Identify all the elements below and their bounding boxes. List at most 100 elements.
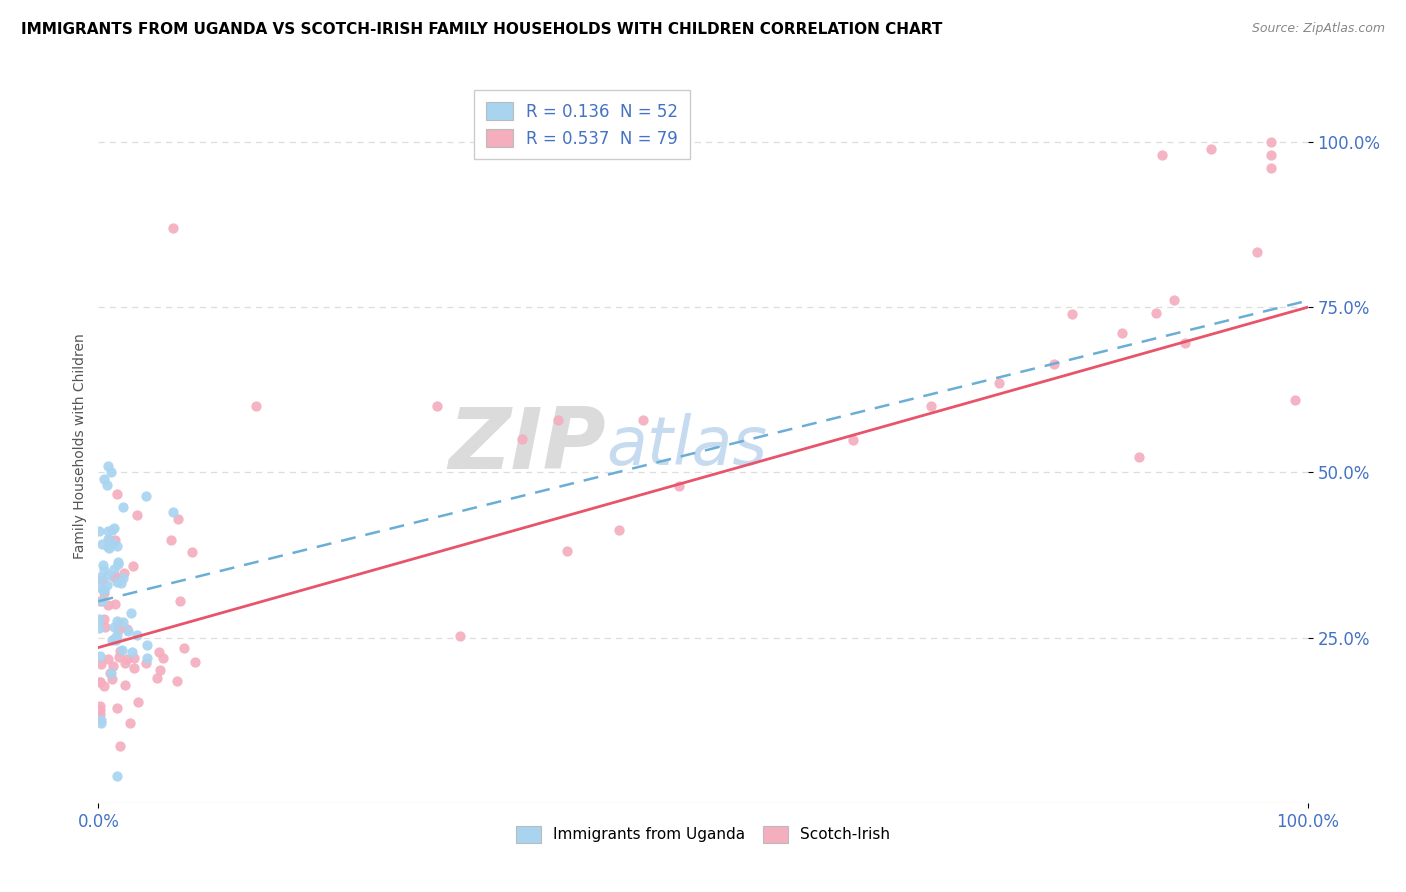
Point [87,621,110,635]
Point [103,562,125,576]
Point [96,478,118,492]
Point [1060,307,1083,321]
Point [1284,393,1306,408]
Point [125,508,148,523]
Point [101,658,124,673]
Legend: Immigrants from Uganda, Scotch-Irish: Immigrants from Uganda, Scotch-Irish [510,820,896,848]
Point [89,570,111,584]
Point [110,576,132,591]
Point [555,544,578,558]
Point [91,537,114,551]
Point [105,575,128,590]
Point [841,434,863,448]
Point [114,678,136,692]
Point [162,505,184,519]
Y-axis label: Family Households with Children: Family Households with Children [73,333,87,559]
Point [107,539,129,553]
Point [97,533,120,547]
Point [120,606,142,620]
Point [87,524,110,538]
Point [920,399,942,413]
Point [1163,293,1185,308]
Point [169,594,191,608]
Point [93,582,115,597]
Point [89,612,111,626]
Point [107,649,129,664]
Point [1043,357,1066,371]
Point [107,615,129,630]
Point [93,563,115,577]
Point [105,487,128,501]
Point [1246,244,1268,259]
Point [107,558,129,572]
Point [107,623,129,637]
Point [89,706,111,721]
Point [547,412,569,426]
Point [121,645,143,659]
Point [111,643,134,657]
Point [97,652,120,666]
Point [97,524,120,538]
Point [135,489,157,503]
Point [103,535,125,549]
Point [103,521,125,535]
Point [1111,326,1133,340]
Point [668,478,690,492]
Point [1199,142,1222,156]
Point [135,651,157,665]
Point [110,739,132,753]
Point [93,582,115,597]
Point [97,567,120,582]
Point [107,555,129,569]
Text: Source: ZipAtlas.com: Source: ZipAtlas.com [1251,22,1385,36]
Point [108,643,131,657]
Point [89,674,111,689]
Point [117,624,139,638]
Point [105,632,128,647]
Text: ZIP: ZIP [449,404,606,488]
Point [105,614,128,628]
Point [89,698,111,713]
Point [87,580,110,594]
Point [152,650,174,665]
Point [1260,148,1282,162]
Point [125,628,148,642]
Point [111,571,134,585]
Point [93,586,115,600]
Point [90,657,112,671]
Point [90,715,112,730]
Point [98,666,121,681]
Point [104,533,127,547]
Point [111,500,134,514]
Point [90,573,112,587]
Text: atlas: atlas [606,413,768,479]
Point [101,673,124,687]
Point [1174,336,1197,351]
Point [112,566,135,580]
Point [97,598,120,612]
Point [115,652,138,666]
Point [105,769,128,783]
Point [181,545,204,559]
Point [166,673,188,688]
Point [112,615,135,629]
Point [93,679,115,693]
Point [89,648,111,663]
Point [988,376,1011,390]
Point [245,400,267,414]
Point [91,558,114,573]
Point [449,629,471,643]
Point [122,559,145,574]
Point [90,594,112,608]
Point [607,524,630,538]
Point [97,458,120,473]
Point [96,578,118,592]
Point [103,569,125,583]
Point [184,655,207,669]
Point [148,645,170,659]
Point [135,638,157,652]
Point [97,540,120,554]
Text: IMMIGRANTS FROM UGANDA VS SCOTCH-IRISH FAMILY HOUSEHOLDS WITH CHILDREN CORRELATI: IMMIGRANTS FROM UGANDA VS SCOTCH-IRISH F… [21,22,942,37]
Point [93,472,115,486]
Point [122,651,145,665]
